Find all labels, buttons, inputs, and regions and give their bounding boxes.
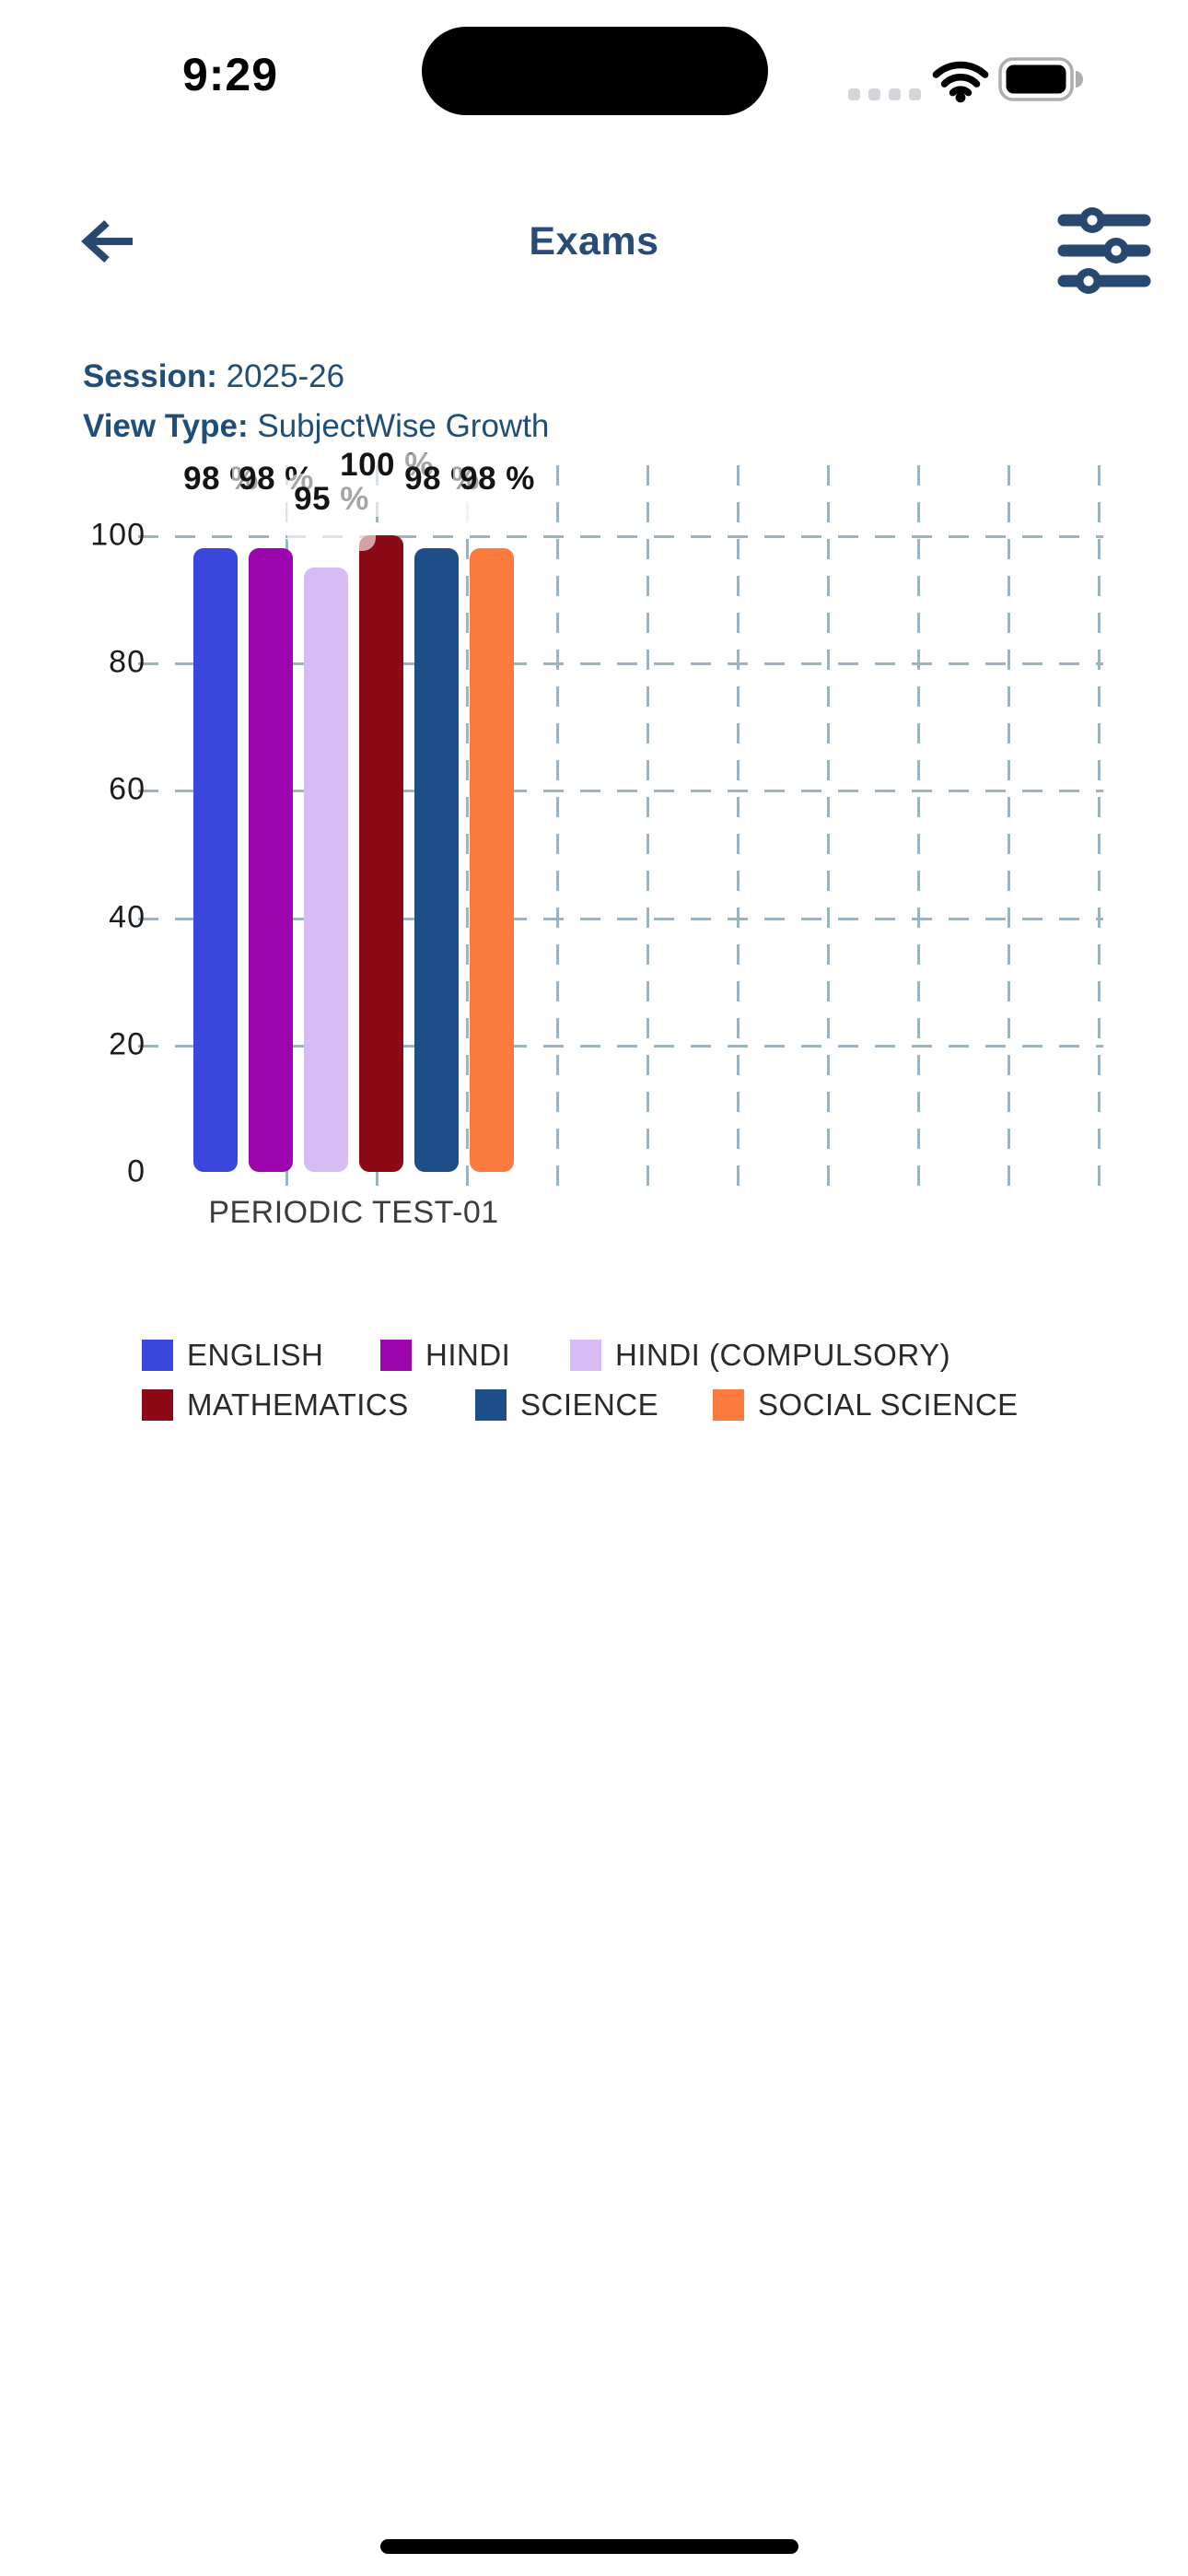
- h-gridline: [138, 662, 1103, 666]
- filter-slider-knobs: [1076, 207, 1129, 294]
- session-label: Session:: [83, 358, 217, 394]
- filter-button[interactable]: [1055, 206, 1153, 295]
- legend-item-hindi-compulsory[interactable]: HINDI (COMPULSORY): [570, 1338, 950, 1373]
- view-type-value: SubjectWise Growth: [257, 408, 550, 444]
- y-tick-label: 20: [109, 1026, 146, 1062]
- session-value: 2025-26: [226, 358, 345, 394]
- chart-meta: Session: 2025-26 View Type: SubjectWise …: [83, 352, 549, 451]
- back-button[interactable]: [76, 212, 136, 271]
- v-gridline: [737, 465, 740, 1193]
- h-gridline: [138, 1044, 1103, 1048]
- legend-swatch: [475, 1389, 507, 1421]
- y-tick-label: 40: [109, 899, 146, 935]
- legend-swatch: [142, 1389, 173, 1421]
- status-bar: 9:29: [0, 0, 1188, 147]
- bar-english[interactable]: [193, 547, 238, 1172]
- legend-label: HINDI: [425, 1338, 511, 1372]
- h-gridline: [138, 790, 1103, 793]
- legend-swatch: [713, 1389, 744, 1421]
- y-tick-label: 80: [109, 644, 146, 680]
- view-type-row: View Type: SubjectWise Growth: [83, 402, 549, 451]
- legend-item-hindi[interactable]: HINDI: [380, 1338, 510, 1373]
- bar-hindi[interactable]: [249, 547, 293, 1172]
- bar-mathematics[interactable]: [359, 535, 403, 1172]
- legend-swatch: [142, 1340, 173, 1371]
- y-tick-label: 0: [127, 1153, 146, 1189]
- status-time: 9:29: [181, 49, 279, 100]
- legend-item-science[interactable]: SCIENCE: [475, 1388, 658, 1423]
- h-gridline: [138, 535, 1103, 538]
- x-tick-label: PERIODIC TEST-01: [208, 1195, 499, 1230]
- view-type-label: View Type:: [83, 408, 249, 444]
- v-gridline: [1007, 465, 1010, 1193]
- legend-item-mathematics[interactable]: MATHEMATICS: [142, 1388, 409, 1423]
- v-gridline: [827, 465, 830, 1193]
- session-row: Session: 2025-26: [83, 352, 549, 402]
- bar-science[interactable]: [414, 547, 459, 1172]
- page-title: Exams: [529, 219, 659, 263]
- y-tick-label: 100: [90, 517, 146, 553]
- legend-item-english[interactable]: ENGLISH: [142, 1338, 323, 1373]
- legend-item-social-science[interactable]: SOCIAL SCIENCE: [713, 1388, 1019, 1423]
- legend-label: MATHEMATICS: [187, 1388, 409, 1422]
- v-gridline: [466, 465, 469, 1193]
- home-indicator[interactable]: [380, 2539, 798, 2554]
- cellular-signal-icon: [848, 88, 921, 100]
- bar-chart: 100 80 60 40 20 0 98 % 98 % 95 % 100 % 98 % 98 % P…: [0, 433, 1188, 1262]
- dynamic-island: [422, 27, 768, 115]
- v-gridline: [556, 465, 559, 1193]
- bar-hindi-compulsory[interactable]: [304, 567, 348, 1172]
- bar-social-science[interactable]: [470, 547, 514, 1172]
- legend-label: ENGLISH: [187, 1338, 324, 1372]
- v-gridline: [646, 465, 649, 1193]
- legend-swatch: [380, 1340, 412, 1371]
- legend-swatch: [570, 1340, 601, 1371]
- v-gridline: [1098, 465, 1101, 1193]
- battery-icon: [998, 57, 1083, 106]
- legend-label: SOCIAL SCIENCE: [758, 1388, 1019, 1422]
- wifi-icon: [932, 59, 989, 108]
- legend-label: SCIENCE: [520, 1388, 659, 1422]
- y-tick-label: 60: [109, 771, 146, 807]
- bar-value-label: 98 %: [453, 453, 542, 531]
- legend-label: HINDI (COMPULSORY): [615, 1338, 951, 1372]
- v-gridline: [917, 465, 920, 1193]
- h-gridline: [138, 917, 1103, 920]
